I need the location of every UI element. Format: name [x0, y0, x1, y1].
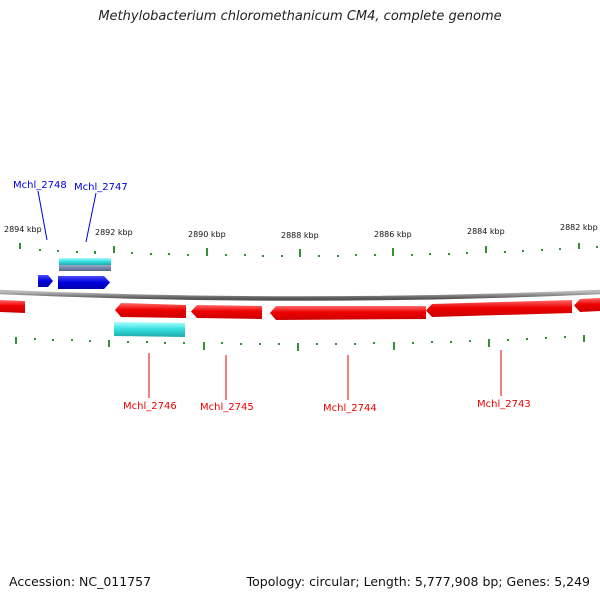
gene-label-mchl-2743[interactable]: Mchl_2743: [477, 399, 531, 410]
gene-label-mchl-2744[interactable]: Mchl_2744: [323, 403, 377, 414]
gene-arrow-mchl-2744[interactable]: [270, 306, 426, 320]
gene-arrow-mchl-2747[interactable]: [58, 276, 110, 289]
tick-label: 2892 kbp: [95, 228, 133, 237]
page-title: Methylobacterium chloromethanicum CM4, c…: [98, 9, 502, 24]
gene-arrow-mchl-2748[interactable]: [38, 275, 53, 287]
tick-label: 2884 kbp: [467, 227, 505, 236]
gene-label-mchl-2745[interactable]: Mchl_2745: [200, 402, 254, 413]
gene-label-mchl-2748[interactable]: Mchl_2748: [13, 180, 67, 191]
gene-arrow-mchl-2746[interactable]: [115, 303, 186, 318]
tick-label: 2886 kbp: [374, 230, 412, 239]
gene-label-mchl-2746[interactable]: Mchl_2746: [123, 401, 177, 412]
inner-tick-marks: [15, 335, 585, 351]
cds-feature-mchl-2747-shadow: [59, 265, 111, 271]
gene-label-mchl-2747[interactable]: Mchl_2747: [74, 182, 128, 193]
outer-tick-marks: [19, 243, 598, 257]
tick-label: 2894 kbp: [4, 225, 42, 234]
gene-arrow-mchl-2745[interactable]: [191, 305, 262, 319]
tick-label: 2882 kbp: [560, 223, 598, 232]
gene-arrow-right-edge[interactable]: [574, 298, 600, 312]
accession-label: Accession: NC_011757: [9, 574, 152, 589]
label-leader-lines: [37, 190, 502, 400]
tick-label: 2888 kbp: [281, 231, 319, 240]
gene-arrow-mchl-2743[interactable]: [426, 300, 572, 317]
genome-backbone: [0, 289, 600, 301]
cds-feature-mchl-2747[interactable]: [59, 258, 111, 265]
tick-label: 2890 kbp: [188, 230, 226, 239]
gene-arrow-left-edge[interactable]: [0, 300, 25, 313]
genome-summary: Topology: circular; Length: 5,777,908 bp…: [246, 574, 590, 589]
cds-feature-mchl-2746[interactable]: [114, 322, 185, 337]
